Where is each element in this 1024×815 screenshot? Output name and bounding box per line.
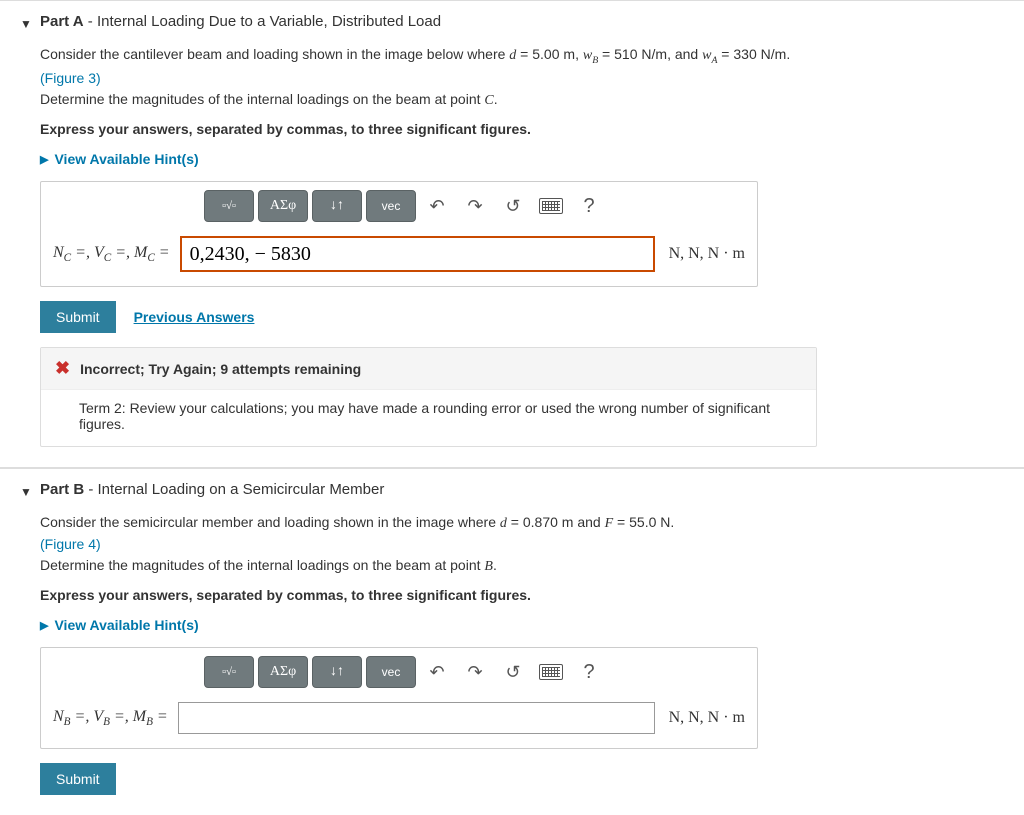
template-icon: ▫√▫ — [222, 200, 236, 212]
txt2: Determine the magnitudes of the internal… — [40, 91, 484, 107]
feedback-header: ✖ Incorrect; Try Again; 9 attempts remai… — [41, 348, 816, 390]
keyboard-icon — [539, 664, 563, 680]
and: and — [573, 514, 604, 530]
template-button[interactable]: ▫√▫ — [204, 656, 254, 688]
val-wa: 330 N/m — [733, 46, 786, 62]
reset-button[interactable]: ↺ — [496, 191, 530, 221]
part-a-header[interactable]: ▼ Part A - Internal Loading Due to a Var… — [40, 13, 1004, 30]
vec-button[interactable]: vec — [366, 656, 416, 688]
feedback-body: Term 2: Review your calculations; you ma… — [41, 390, 816, 446]
feedback-box-a: ✖ Incorrect; Try Again; 9 attempts remai… — [40, 347, 817, 447]
eq: = — [516, 46, 532, 62]
eq: = — [507, 514, 523, 530]
template-button[interactable]: ▫√▫ — [204, 190, 254, 222]
units-a: N, N, N · m — [665, 245, 745, 263]
greek-button[interactable]: ΑΣφ — [258, 656, 308, 688]
answer-box-a: ▫√▫ ΑΣφ ↓↑ vec ↶ ↷ ↺ ? NC =, VC =, MC = … — [40, 181, 758, 287]
submit-button-a[interactable]: Submit — [40, 301, 116, 333]
keyboard-button[interactable] — [534, 191, 568, 221]
lhs-b: NB =, VB =, MB = — [53, 708, 168, 728]
var-wb: w — [583, 48, 592, 63]
part-a-problem: Consider the cantilever beam and loading… — [40, 44, 1004, 111]
val-d: 0.870 m — [523, 514, 574, 530]
part-b-title: - Internal Loading on a Semicircular Mem… — [84, 481, 384, 498]
vec-button[interactable]: vec — [366, 190, 416, 222]
dot: . — [786, 46, 790, 62]
txt2: Determine the magnitudes of the internal… — [40, 557, 484, 573]
part-a-instruction: Express your answers, separated by comma… — [40, 121, 1004, 137]
part-a-label: Part A — [40, 13, 84, 30]
var-b: B — [484, 559, 493, 574]
lhs-a: NC =, VC =, MC = — [53, 244, 170, 264]
subscript-button[interactable]: ↓↑ — [312, 190, 362, 222]
dot: . — [493, 557, 497, 573]
val-f: 55.0 N — [629, 514, 670, 530]
part-b-section: ▼ Part B - Internal Loading on a Semicir… — [0, 468, 1024, 815]
txt: Consider the cantilever beam and loading… — [40, 46, 509, 62]
greek-button[interactable]: ΑΣφ — [258, 190, 308, 222]
var-d: d — [500, 516, 507, 531]
var-f: F — [605, 516, 614, 531]
eq: = — [613, 514, 629, 530]
part-a-title: - Internal Loading Due to a Variable, Di… — [84, 13, 441, 30]
part-b-label: Part B — [40, 481, 84, 498]
figure-3-link[interactable]: (Figure 3) — [40, 70, 101, 86]
subscript-button[interactable]: ↓↑ — [312, 656, 362, 688]
answer-input-a[interactable] — [180, 236, 655, 272]
var-c: C — [484, 93, 493, 108]
template-icon: ▫√▫ — [222, 666, 236, 678]
part-b-instruction: Express your answers, separated by comma… — [40, 587, 1004, 603]
val-d: 5.00 m — [532, 46, 575, 62]
eq: = — [598, 46, 614, 62]
help-button[interactable]: ? — [572, 191, 606, 221]
comma: , — [575, 46, 583, 62]
previous-answers-link[interactable]: Previous Answers — [134, 309, 255, 325]
collapse-caret-icon[interactable]: ▼ — [20, 17, 32, 31]
txt: Consider the semicircular member and loa… — [40, 514, 500, 530]
figure-4-link[interactable]: (Figure 4) — [40, 536, 101, 552]
keyboard-button[interactable] — [534, 657, 568, 687]
toolbar-a: ▫√▫ ΑΣφ ↓↑ vec ↶ ↷ ↺ ? — [49, 190, 749, 222]
answer-input-b[interactable] — [178, 702, 655, 734]
redo-button[interactable]: ↷ — [458, 191, 492, 221]
toolbar-b: ▫√▫ ΑΣφ ↓↑ vec ↶ ↷ ↺ ? — [49, 656, 749, 688]
units-b: N, N, N · m — [665, 709, 745, 727]
dot: . — [494, 91, 498, 107]
feedback-title: Incorrect; Try Again; 9 attempts remaini… — [80, 361, 361, 377]
eq: = — [717, 46, 733, 62]
collapse-caret-icon[interactable]: ▼ — [20, 485, 32, 499]
and: , and — [667, 46, 702, 62]
help-button[interactable]: ? — [572, 657, 606, 687]
keyboard-icon — [539, 198, 563, 214]
view-hints-a[interactable]: View Available Hint(s) — [40, 151, 1004, 167]
answer-box-b: ▫√▫ ΑΣφ ↓↑ vec ↶ ↷ ↺ ? NB =, VB =, MB = … — [40, 647, 758, 749]
part-b-header[interactable]: ▼ Part B - Internal Loading on a Semicir… — [40, 481, 1004, 498]
redo-button[interactable]: ↷ — [458, 657, 492, 687]
submit-button-b[interactable]: Submit — [40, 763, 116, 795]
undo-button[interactable]: ↶ — [420, 191, 454, 221]
reset-button[interactable]: ↺ — [496, 657, 530, 687]
part-b-problem: Consider the semicircular member and loa… — [40, 512, 1004, 577]
view-hints-b[interactable]: View Available Hint(s) — [40, 617, 1004, 633]
part-a-section: ▼ Part A - Internal Loading Due to a Var… — [0, 0, 1024, 468]
val-wb: 510 N/m — [614, 46, 667, 62]
error-icon: ✖ — [55, 358, 70, 379]
dot: . — [670, 514, 674, 530]
undo-button[interactable]: ↶ — [420, 657, 454, 687]
